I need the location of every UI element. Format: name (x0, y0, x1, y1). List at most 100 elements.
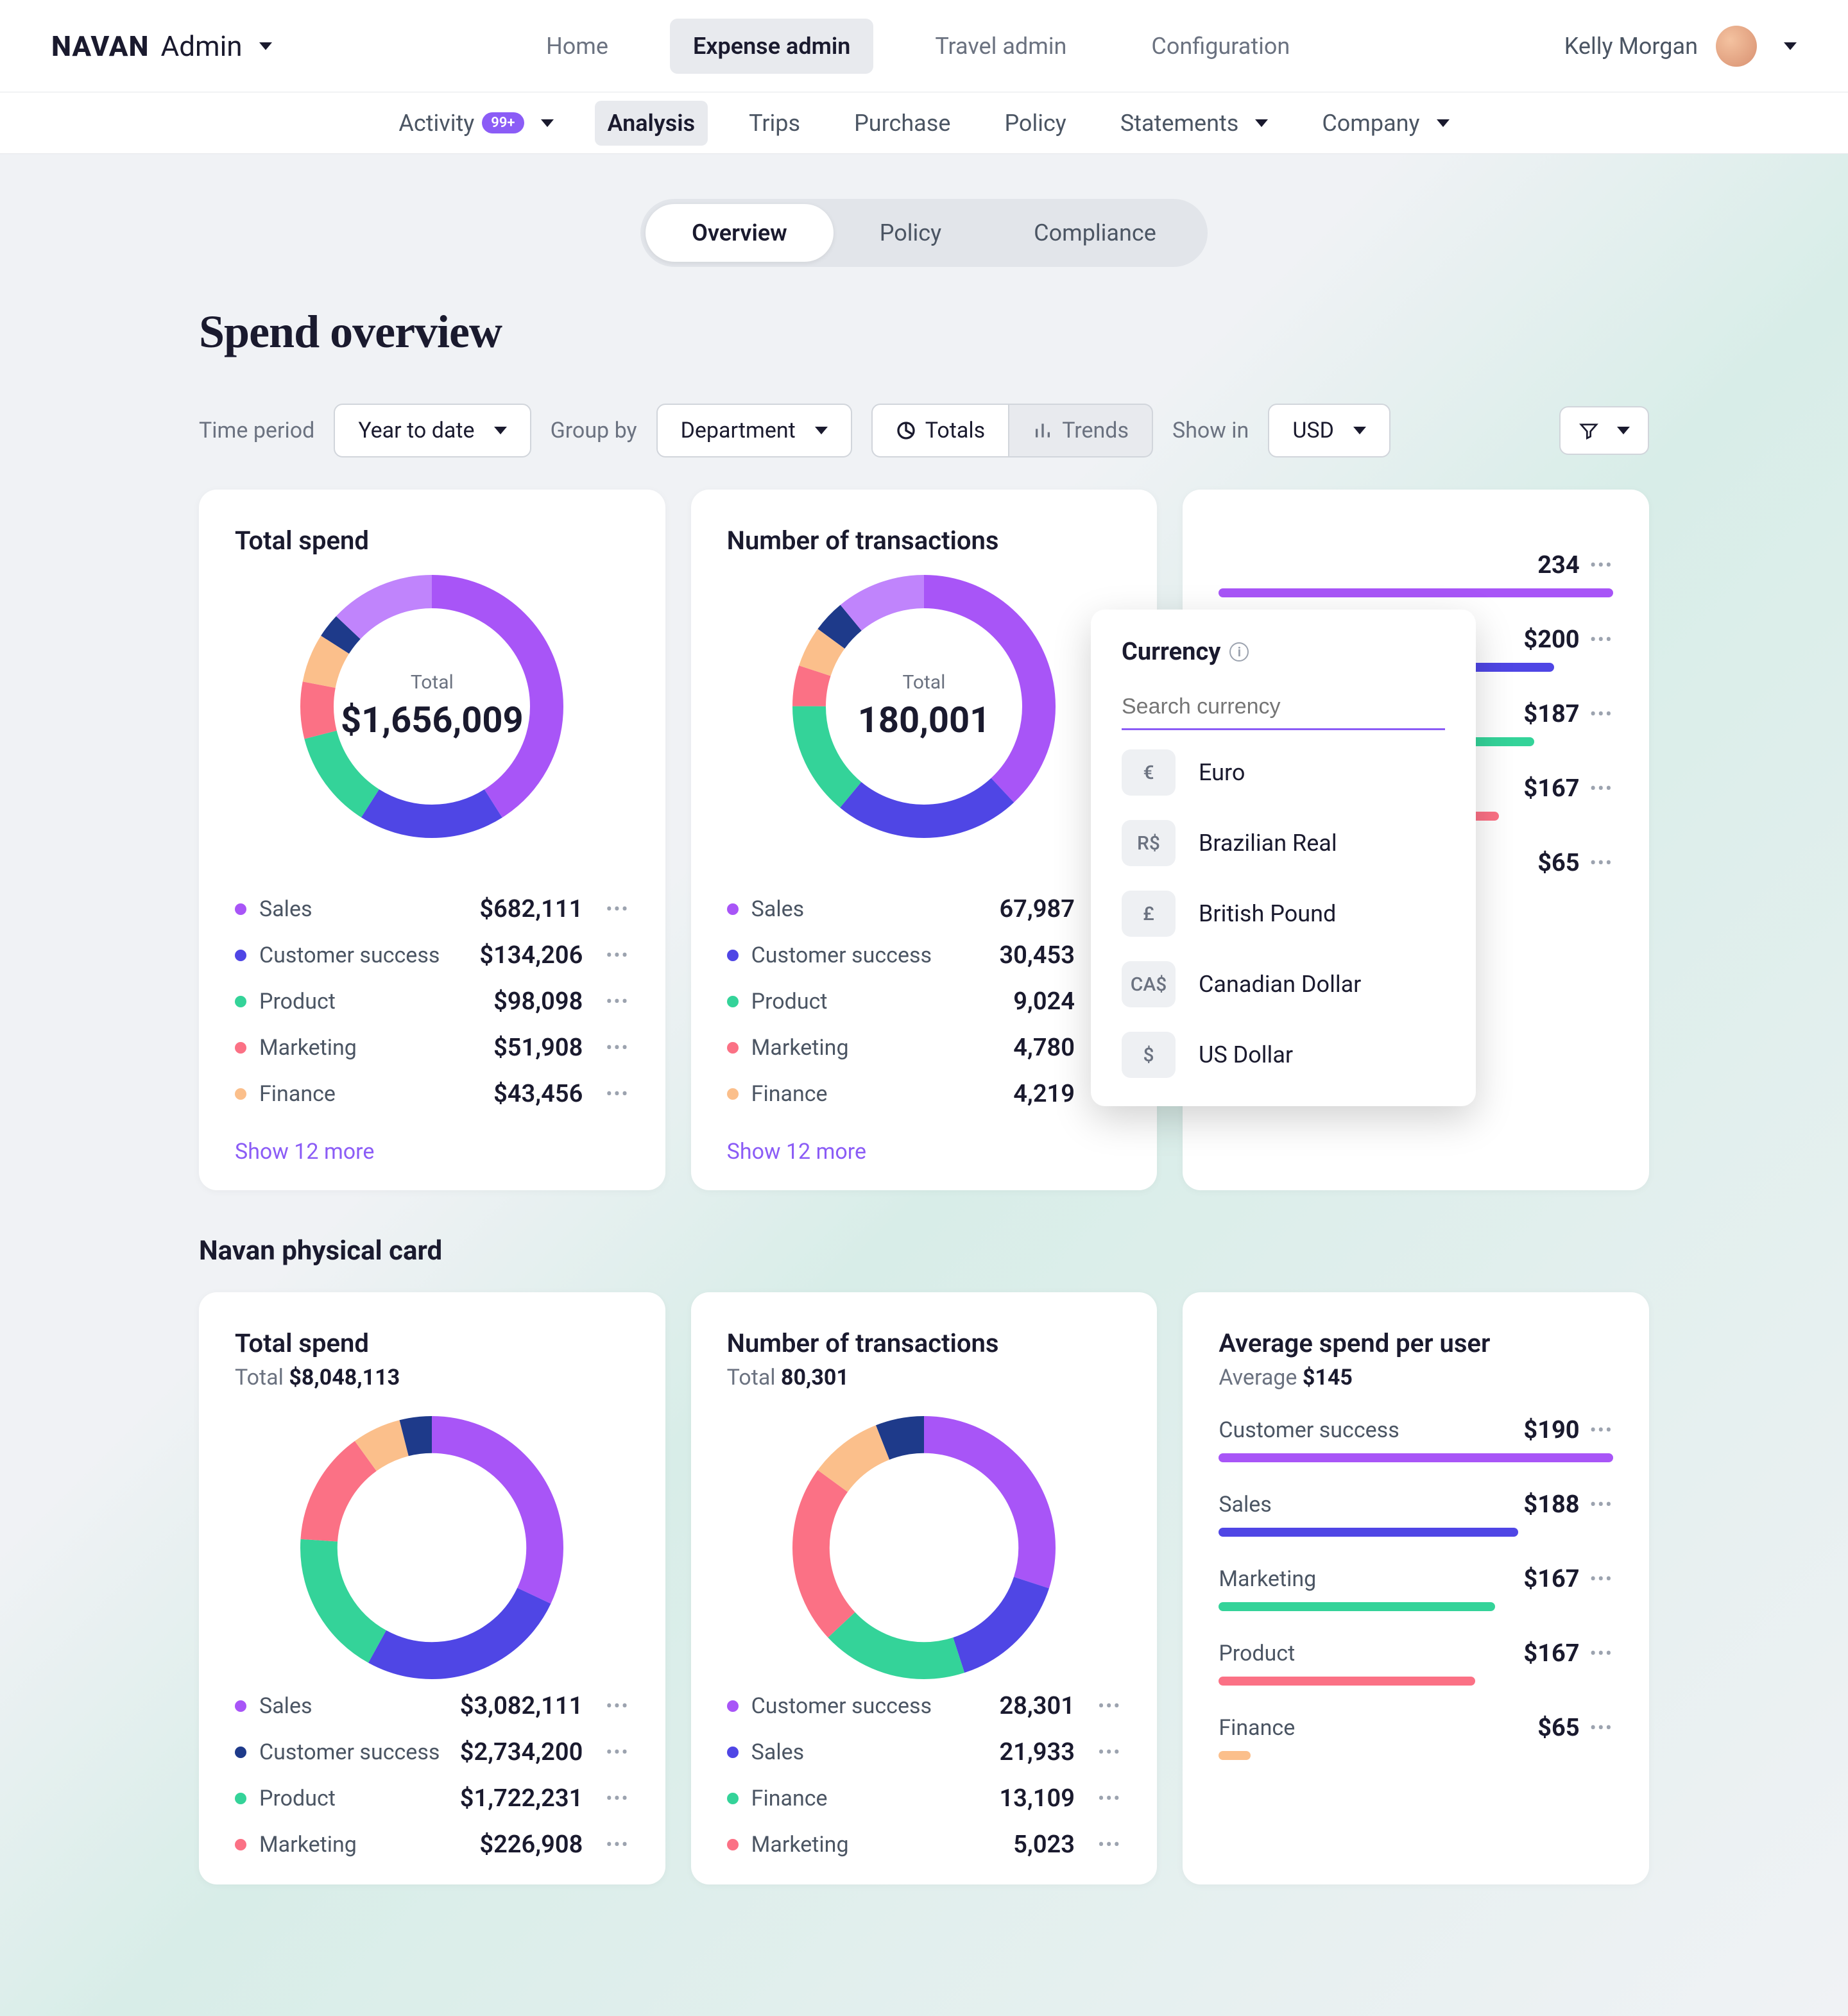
avatar (1716, 26, 1757, 67)
currency-select[interactable]: USD (1268, 404, 1390, 457)
legend-dot (235, 996, 246, 1007)
more-icon[interactable]: ••• (606, 1788, 629, 1810)
group-by-label: Group by (551, 418, 637, 443)
card-title: Number of transactions (727, 525, 1122, 556)
bar-value: $167 (1523, 1565, 1579, 1593)
chevron-down-icon (1353, 427, 1366, 434)
more-icon[interactable]: ••• (1098, 1695, 1121, 1718)
legend-row: Finance 4,219 ••• (727, 1080, 1122, 1108)
topbar: NAVAN Admin Home Expense admin Travel admi… (0, 0, 1848, 92)
legend-row: Customer success 28,301 ••• (727, 1692, 1122, 1720)
filter-button[interactable] (1559, 406, 1649, 455)
totals-toggle[interactable]: Totals (871, 404, 1009, 457)
legend-dot (235, 1042, 246, 1054)
donut-center-label: Total (411, 671, 454, 694)
more-icon[interactable]: ••• (606, 944, 629, 967)
subnav-item-trips[interactable]: Trips (736, 101, 813, 146)
chevron-down-icon (494, 427, 507, 434)
currency-option[interactable]: € Euro (1122, 749, 1445, 796)
legend-label: Marketing (259, 1832, 357, 1858)
more-icon[interactable]: ••• (1590, 554, 1613, 577)
more-icon[interactable]: ••• (606, 1741, 629, 1764)
more-icon[interactable]: ••• (606, 991, 629, 1013)
more-icon[interactable]: ••• (1590, 852, 1613, 875)
trends-toggle[interactable]: Trends (1009, 404, 1153, 457)
subnav-label: Statements (1120, 110, 1239, 137)
show-more-link[interactable]: Show 12 more (727, 1139, 866, 1165)
currency-option[interactable]: R$ Brazilian Real (1122, 820, 1445, 866)
topnav-item-expense-admin[interactable]: Expense admin (670, 19, 873, 74)
more-icon[interactable]: ••• (1098, 1788, 1121, 1810)
legend-row: Marketing 4,780 ••• (727, 1034, 1122, 1062)
card-subtitle: Total $8,048,113 (235, 1365, 629, 1390)
currency-name: British Pound (1199, 900, 1336, 927)
bar-fill (1219, 1677, 1475, 1686)
currency-option[interactable]: $ US Dollar (1122, 1032, 1445, 1078)
topnav-item-home[interactable]: Home (523, 19, 631, 74)
bar-item: Marketing $167 ••• (1219, 1565, 1613, 1611)
subnav-item-statements[interactable]: Statements (1108, 101, 1281, 146)
time-period-select[interactable]: Year to date (334, 404, 531, 457)
subnav-item-company[interactable]: Company (1309, 101, 1462, 146)
bar-value: $167 (1523, 1639, 1579, 1668)
subnav-item-activity[interactable]: Activity99+ (386, 101, 566, 146)
overview-card: Total spend Total $1,656,009 Sales $682,… (199, 490, 665, 1190)
pie-icon (896, 420, 916, 441)
bar-item: Product $167 ••• (1219, 1639, 1613, 1686)
currency-option[interactable]: £ British Pound (1122, 891, 1445, 937)
more-icon[interactable]: ••• (1590, 1419, 1613, 1442)
more-icon[interactable]: ••• (1590, 703, 1613, 726)
subnav-item-purchase[interactable]: Purchase (841, 101, 963, 146)
pill-tab-policy[interactable]: Policy (834, 204, 988, 262)
group-by-select[interactable]: Department (656, 404, 852, 457)
legend-row: Marketing $226,908 ••• (235, 1831, 629, 1859)
more-icon[interactable]: ••• (1590, 1643, 1613, 1665)
more-icon[interactable]: ••• (1590, 778, 1613, 800)
logo[interactable]: NAVAN Admin (51, 30, 272, 63)
legend-label: Finance (751, 1081, 828, 1107)
legend-label: Marketing (751, 1832, 849, 1858)
donut-center-label: Total (902, 671, 945, 694)
currency-symbol: CA$ (1122, 961, 1176, 1007)
show-more-link[interactable]: Show 12 more (235, 1139, 374, 1165)
donut-wrap (727, 1416, 1122, 1679)
bar-value: $65 (1537, 1714, 1579, 1742)
more-icon[interactable]: ••• (1098, 1741, 1121, 1764)
topnav-item-configuration[interactable]: Configuration (1128, 19, 1313, 74)
more-icon[interactable]: ••• (606, 1695, 629, 1718)
more-icon[interactable]: ••• (1590, 629, 1613, 651)
bar-fill (1219, 1528, 1518, 1537)
time-period-label: Time period (199, 418, 314, 443)
subnav-item-analysis[interactable]: Analysis (595, 101, 708, 146)
legend-dot (727, 1793, 739, 1804)
currency-value: USD (1292, 418, 1334, 443)
currency-option[interactable]: CA$ Canadian Dollar (1122, 961, 1445, 1007)
topnav-item-travel-admin[interactable]: Travel admin (912, 19, 1090, 74)
currency-symbol: R$ (1122, 820, 1176, 866)
more-icon[interactable]: ••• (606, 1834, 629, 1856)
bar-value: $167 (1523, 774, 1579, 803)
donut-wrap (235, 1416, 629, 1679)
bar-label: Finance (1219, 1715, 1295, 1741)
legend-dot (727, 1839, 739, 1850)
pill-tab-overview[interactable]: Overview (646, 204, 834, 262)
legend-label: Sales (259, 1693, 312, 1719)
more-icon[interactable]: ••• (1098, 1834, 1121, 1856)
legend-row: Sales 67,987 ••• (727, 895, 1122, 923)
more-icon[interactable]: ••• (606, 1037, 629, 1059)
bars-icon (1032, 420, 1053, 441)
subnav-item-policy[interactable]: Policy (991, 101, 1079, 146)
more-icon[interactable]: ••• (1590, 1568, 1613, 1591)
legend-label: Customer success (751, 943, 932, 968)
legend-row: Marketing $51,908 ••• (235, 1034, 629, 1062)
user-menu[interactable]: Kelly Morgan (1564, 26, 1797, 67)
subnav-label: Purchase (854, 110, 950, 137)
info-icon[interactable]: i (1229, 642, 1249, 662)
legend-value: 28,301 (999, 1692, 1074, 1720)
more-icon[interactable]: ••• (1590, 1494, 1613, 1516)
pill-tab-compliance[interactable]: Compliance (988, 204, 1202, 262)
more-icon[interactable]: ••• (1590, 1717, 1613, 1739)
more-icon[interactable]: ••• (606, 898, 629, 921)
more-icon[interactable]: ••• (606, 1083, 629, 1106)
currency-search-input[interactable] (1122, 685, 1445, 730)
